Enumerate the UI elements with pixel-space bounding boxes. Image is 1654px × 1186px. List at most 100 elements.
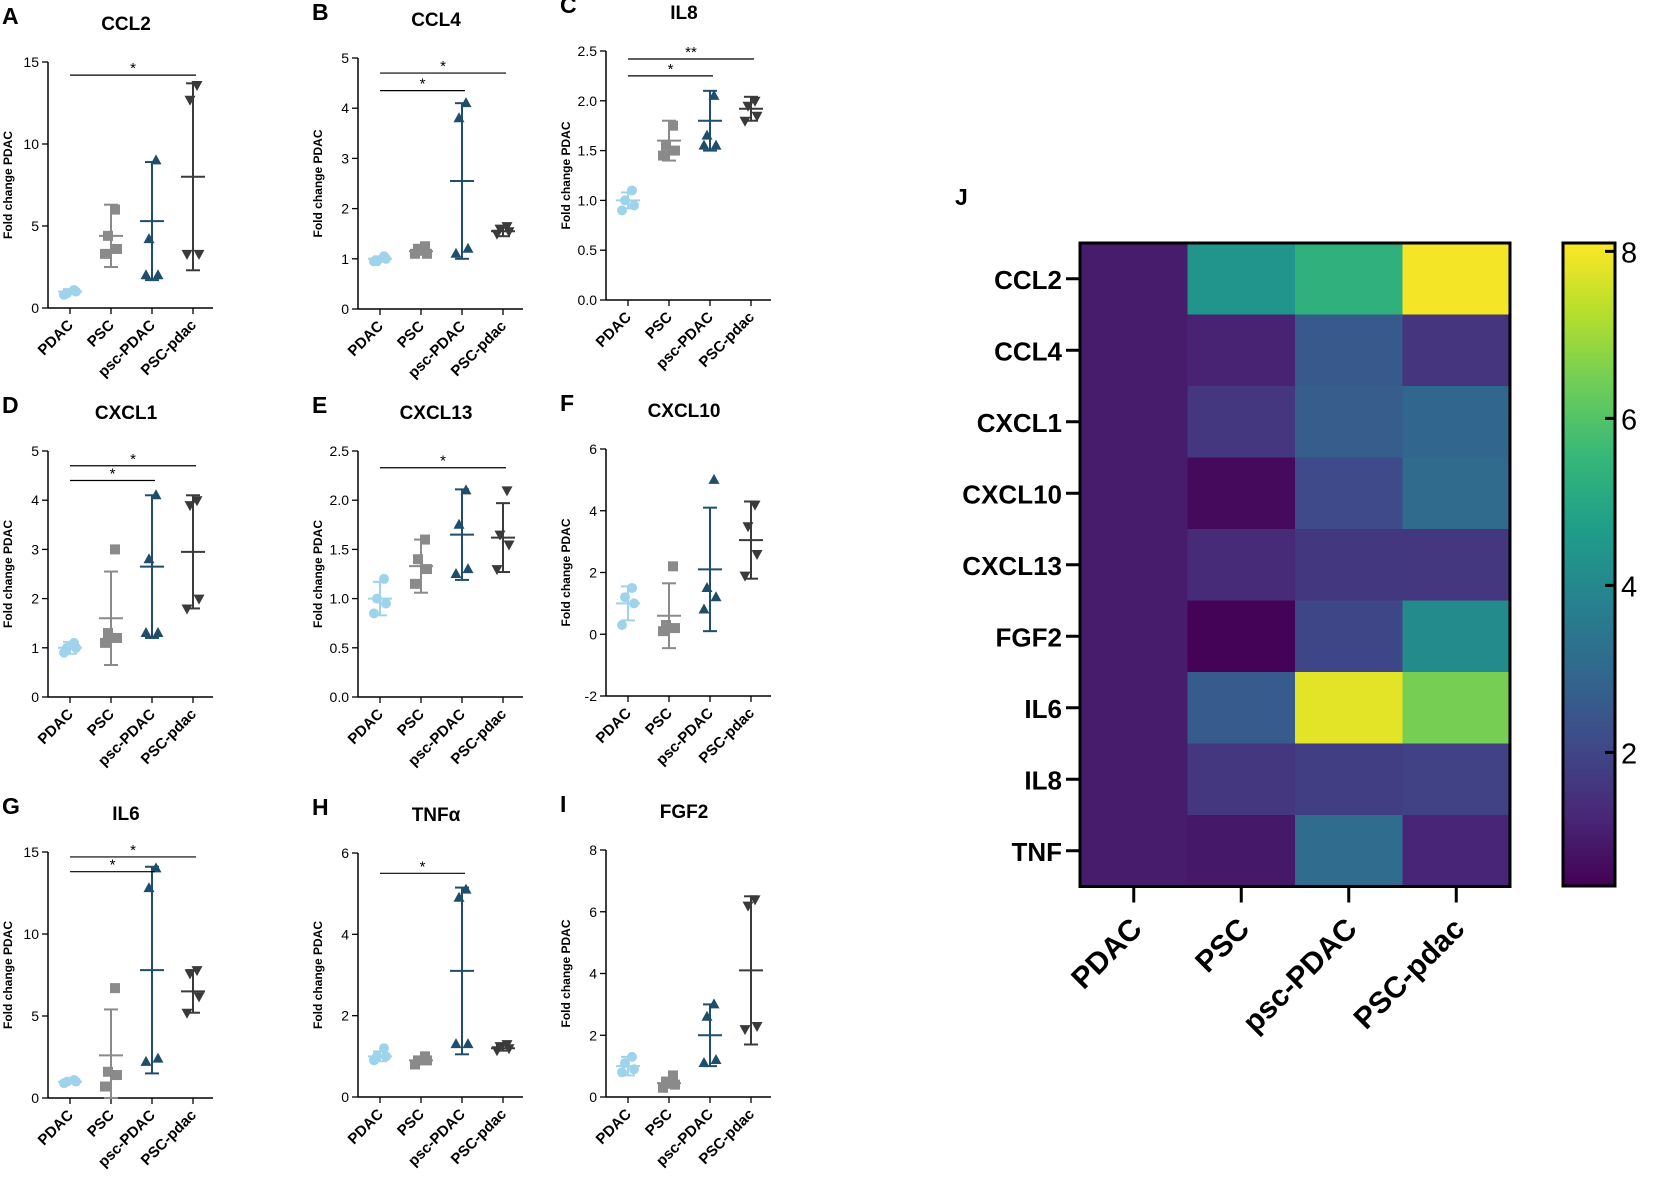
series-psc-pdac (491, 222, 515, 240)
data-point (749, 96, 761, 107)
y-tick-label: 2.5 (330, 443, 350, 459)
data-point (751, 1021, 763, 1032)
series-pdac (58, 637, 82, 658)
data-point (110, 544, 120, 555)
data-point (450, 247, 462, 258)
y-tick-label: 1.5 (330, 541, 350, 557)
series-psc (99, 544, 123, 667)
y-axis-label: Fold change PDAC (1, 921, 15, 1029)
series-pdac (616, 1051, 640, 1078)
series-psc-pdac (698, 89, 722, 152)
panel-letter: E (312, 392, 327, 418)
data-point (501, 486, 513, 497)
y-tick-label: 5 (31, 443, 39, 459)
data-point (620, 1058, 630, 1069)
y-tick-label: 4 (31, 492, 39, 508)
y-tick-label: 2 (31, 591, 39, 607)
column-label: PSC-pdac (1348, 912, 1472, 1036)
series-psc-pdac (450, 97, 474, 260)
data-point (181, 1008, 193, 1019)
data-point (372, 256, 382, 267)
data-point (494, 530, 506, 541)
data-point (617, 205, 627, 216)
data-point (708, 998, 720, 1009)
data-point (701, 129, 713, 140)
y-tick-label: 6 (341, 845, 349, 861)
data-point (620, 592, 630, 603)
heatmap-cell (1295, 457, 1403, 530)
data-point (69, 1074, 79, 1085)
data-point (627, 185, 637, 196)
data-point (494, 224, 506, 235)
y-tick-label: 2.0 (578, 93, 598, 109)
x-tick-label: PDAC (35, 317, 77, 359)
data-point (193, 249, 205, 260)
data-point (100, 248, 110, 259)
data-point (420, 241, 430, 252)
y-axis-label: Fold change PDAC (1, 131, 15, 239)
y-tick-label: 0 (31, 689, 39, 705)
y-tick-label: 15 (23, 54, 39, 70)
data-point (617, 1067, 627, 1078)
data-point (191, 966, 203, 977)
significance-label: * (130, 60, 136, 77)
data-point (112, 632, 122, 643)
data-point (751, 111, 763, 122)
data-point (710, 139, 722, 150)
data-point (460, 484, 472, 495)
data-point (422, 564, 432, 575)
column-label: psc-PDAC (1237, 912, 1364, 1039)
data-point (143, 882, 155, 893)
panel-letter: C (560, 0, 577, 18)
panel-title: IL8 (670, 3, 697, 24)
heatmap-cell (1295, 743, 1403, 816)
heatmap-cell (1295, 600, 1403, 673)
data-point (453, 891, 465, 902)
y-axis-label: Fold change PDAC (559, 919, 573, 1027)
y-tick-label: 5 (31, 218, 39, 234)
row-label: CXCL13 (962, 551, 1062, 581)
data-point (670, 1079, 680, 1090)
row-label: TNF (1011, 837, 1062, 867)
y-tick-label: 2.5 (578, 43, 598, 59)
series-psc-pdac (739, 500, 763, 582)
series-psc (657, 1070, 681, 1093)
heatmap-cell (1295, 243, 1403, 315)
y-tick-label: 1.0 (578, 192, 598, 208)
heatmap-cell (1187, 457, 1296, 530)
data-point (710, 1053, 722, 1064)
x-tick-label: PDAC (35, 706, 77, 748)
heatmap-cell (1402, 314, 1511, 387)
heatmap-panel: J CCL2 CCL4 CXCL1 CXCL10 CXCL13 FGF2 IL6 IL8 TNF P… (955, 184, 1637, 1039)
panel-e: E CXCL13 Fold change PDAC 0.0 0.5 1.0 1.5 2.0 2.… (311, 392, 523, 770)
row-label: CXCL1 (977, 408, 1062, 438)
data-point (420, 534, 430, 545)
series-psc-pdac (739, 95, 763, 127)
column-label: PDAC (1065, 912, 1148, 995)
heatmap-cell (1402, 672, 1511, 744)
data-point (191, 80, 203, 91)
row-label: FGF2 (996, 622, 1062, 652)
data-point (369, 608, 379, 619)
y-tick-label: 10 (23, 136, 39, 152)
heatmap-cell (1402, 600, 1511, 673)
series-psc-pdac (181, 494, 205, 615)
series-psc-pdac (491, 486, 515, 576)
data-point (698, 1057, 710, 1068)
data-point (668, 120, 678, 131)
data-point (184, 95, 196, 106)
series-psc (409, 534, 433, 594)
data-point (100, 637, 110, 648)
heatmap-cell (1080, 314, 1188, 387)
panel-title: CXCL13 (400, 403, 473, 424)
y-tick-label: 0.5 (578, 242, 598, 258)
x-tick-label: PDAC (593, 705, 635, 747)
data-point (413, 554, 423, 565)
heatmap-cell (1080, 457, 1188, 530)
data-point (501, 222, 513, 233)
significance-label: * (110, 857, 116, 874)
x-tick-label: PSC (394, 1106, 428, 1140)
series-psc-pdac (698, 998, 722, 1068)
